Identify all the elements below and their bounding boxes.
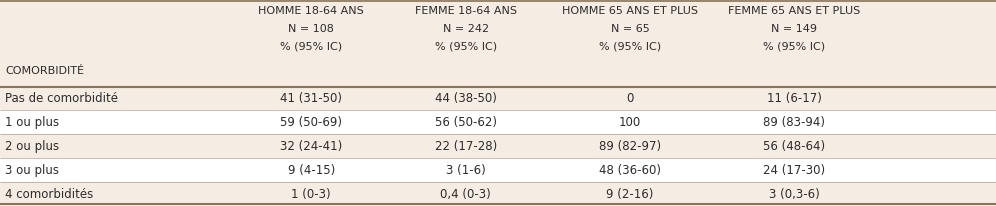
Text: 32 (24-41): 32 (24-41) (280, 140, 343, 153)
Text: 41 (31-50): 41 (31-50) (280, 92, 343, 105)
Text: COMORBIDITÉ: COMORBIDITÉ (5, 66, 84, 76)
Text: 2 ou plus: 2 ou plus (5, 140, 59, 153)
Bar (0, 110, 996, 134)
Text: 56 (50-62): 56 (50-62) (434, 116, 497, 129)
Text: 4 comorbidités: 4 comorbidités (5, 187, 94, 201)
Bar (0, 182, 996, 206)
Text: 56 (48-64): 56 (48-64) (763, 140, 826, 153)
Text: 59 (50-69): 59 (50-69) (280, 116, 343, 129)
Text: FEMME 18-64 ANS: FEMME 18-64 ANS (414, 6, 517, 16)
Bar (0, 134, 996, 158)
Bar (0, 158, 996, 182)
Text: % (95% IC): % (95% IC) (280, 41, 343, 51)
Bar (0, 0, 996, 87)
Text: 3 (1-6): 3 (1-6) (446, 164, 485, 177)
Text: 100: 100 (619, 116, 641, 129)
Text: HOMME 65 ANS ET PLUS: HOMME 65 ANS ET PLUS (562, 6, 698, 16)
Text: 3 ou plus: 3 ou plus (5, 164, 59, 177)
Text: 9 (2-16): 9 (2-16) (607, 187, 653, 201)
Text: % (95% IC): % (95% IC) (599, 41, 661, 51)
Text: N = 108: N = 108 (288, 24, 335, 34)
Text: 44 (38-50): 44 (38-50) (434, 92, 497, 105)
Text: 89 (83-94): 89 (83-94) (763, 116, 826, 129)
Text: 1 (0-3): 1 (0-3) (292, 187, 331, 201)
Text: 1 ou plus: 1 ou plus (5, 116, 59, 129)
Text: Pas de comorbidité: Pas de comorbidité (5, 92, 118, 105)
Bar (0, 87, 996, 110)
Text: 9 (4-15): 9 (4-15) (288, 164, 335, 177)
Text: 48 (36-60): 48 (36-60) (599, 164, 661, 177)
Text: 24 (17-30): 24 (17-30) (763, 164, 826, 177)
Text: N = 242: N = 242 (442, 24, 489, 34)
Text: % (95% IC): % (95% IC) (763, 41, 826, 51)
Text: N = 65: N = 65 (611, 24, 649, 34)
Text: 0,4 (0-3): 0,4 (0-3) (440, 187, 491, 201)
Text: 3 (0,3-6): 3 (0,3-6) (769, 187, 820, 201)
Text: HOMME 18-64 ANS: HOMME 18-64 ANS (258, 6, 365, 16)
Text: % (95% IC): % (95% IC) (434, 41, 497, 51)
Text: N = 149: N = 149 (771, 24, 818, 34)
Text: 89 (82-97): 89 (82-97) (599, 140, 661, 153)
Text: 22 (17-28): 22 (17-28) (434, 140, 497, 153)
Text: 11 (6-17): 11 (6-17) (767, 92, 822, 105)
Text: FEMME 65 ANS ET PLUS: FEMME 65 ANS ET PLUS (728, 6, 861, 16)
Text: 0: 0 (626, 92, 633, 105)
